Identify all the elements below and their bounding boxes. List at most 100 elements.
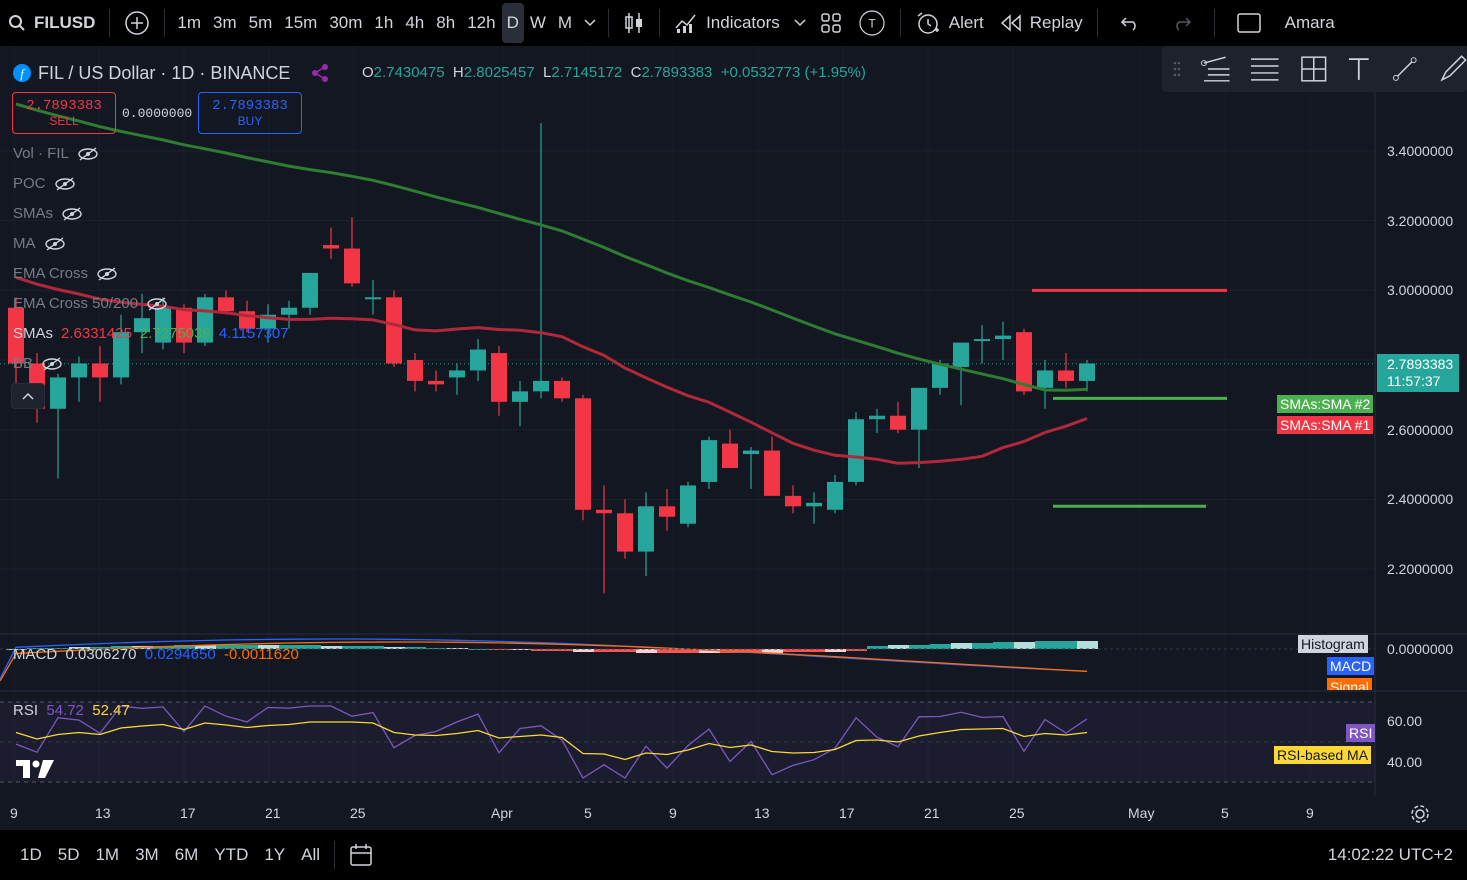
timeframe-12h-button[interactable]: 12h (467, 13, 496, 32)
indicators-dropdown[interactable] (788, 0, 812, 46)
timeframe-m-button[interactable]: M (557, 13, 573, 32)
candle-body (1037, 370, 1053, 388)
range-1m-button[interactable]: 1M (95, 845, 120, 864)
compare-symbol-button[interactable] (116, 0, 158, 46)
indicator-poc[interactable]: POC (13, 175, 76, 192)
timeframe-3m-button[interactable]: 3m (213, 13, 237, 32)
layout-button[interactable] (1221, 0, 1277, 46)
alert-button[interactable]: Alert (907, 0, 992, 46)
drag-handle-icon[interactable] (1172, 59, 1182, 79)
buy-price: 2.7893383 (212, 98, 288, 114)
range-ytd-button[interactable]: YTD (214, 845, 249, 864)
tradingview-logo-icon[interactable] (14, 758, 56, 780)
hidden-eye-icon[interactable] (54, 176, 76, 191)
time-axis-label: 25 (350, 805, 366, 821)
range-1y-button[interactable]: 1Y (264, 845, 286, 864)
hidden-eye-icon[interactable] (41, 356, 63, 371)
time-axis-label: 25 (1009, 805, 1025, 821)
rewind-icon (1000, 14, 1021, 32)
indicator-vol[interactable]: Vol · FIL (13, 145, 99, 162)
candle-body (911, 387, 927, 430)
timeframe-d-button[interactable]: D (501, 3, 524, 43)
candle-body (218, 297, 234, 312)
timeframe-dropdown[interactable] (578, 0, 602, 46)
range-3m-button[interactable]: 3M (135, 845, 159, 864)
lines-tool-icon[interactable] (1200, 55, 1232, 83)
symbol-legend[interactable]: f FIL / US Dollar · 1D · BINANCE (12, 62, 332, 84)
goto-date-button[interactable] (341, 832, 381, 878)
timeframe-1h-button[interactable]: 1h (374, 13, 394, 32)
undo-button[interactable] (1104, 0, 1156, 46)
price-axis-label: 2.2000000 (1387, 561, 1454, 577)
candle-body (743, 450, 759, 455)
hidden-eye-icon[interactable] (146, 296, 168, 311)
clock-display[interactable]: 14:02:22 UTC+2 (1327, 845, 1453, 864)
rsi-axis-60: 60.00 (1387, 713, 1423, 729)
time-axis-label: 9 (1306, 805, 1314, 821)
drawing-toolbar (1162, 46, 1467, 92)
rsi-legend[interactable]: RSI 54.72 52.47 (13, 702, 130, 719)
timeframe-30m-button[interactable]: 30m (329, 13, 363, 32)
user-menu[interactable]: Amara (1277, 0, 1343, 46)
candle-body (155, 307, 171, 343)
indicator-bb[interactable]: BB (13, 355, 63, 372)
timeframe-5m-button[interactable]: 5m (248, 13, 273, 32)
symbol-search-button[interactable]: FILUSD (0, 0, 103, 46)
hidden-eye-icon[interactable] (61, 206, 83, 221)
time-axis-label: Apr (491, 805, 513, 821)
hidden-eye-icon[interactable] (44, 236, 66, 251)
replay-button[interactable]: Replay (992, 0, 1091, 46)
fib-tool-icon[interactable] (1249, 55, 1281, 83)
range-1d-button[interactable]: 1D (20, 845, 42, 864)
indicator-ema-cross[interactable]: EMA Cross (13, 265, 118, 282)
buy-button[interactable]: 2.7893383 BUY (198, 92, 302, 134)
chart-canvas[interactable] (0, 46, 1467, 830)
pencil-tool-icon[interactable] (1438, 54, 1467, 84)
macd-histogram-bar (531, 649, 552, 651)
candle-body (785, 495, 801, 507)
sma2-tag: SMAs:SMA #2 (1277, 395, 1374, 413)
brush-tool-icon[interactable] (1390, 54, 1420, 84)
indicator-smas[interactable]: SMAs 2.6331425 2.7275039 4.1157307 (13, 325, 289, 342)
macd-legend[interactable]: MACD 0.0306270 0.0294650 -0.0011620 (13, 646, 299, 663)
macd-line (0, 638, 1088, 680)
range-5d-button[interactable]: 5D (57, 845, 80, 864)
chart-type-button[interactable] (615, 0, 653, 46)
indicator-smas-hidden[interactable]: SMAs (13, 205, 83, 222)
macd-histogram-bar (216, 645, 237, 649)
macd-histogram-bar (1035, 641, 1056, 649)
collapse-legend-button[interactable] (11, 383, 45, 409)
rsi-label: RSI (13, 702, 39, 719)
sma2-value: 2.7275039 (139, 325, 211, 342)
time-axis-label: 5 (1221, 805, 1229, 821)
text-tool-icon[interactable] (1346, 55, 1372, 83)
range-6m-button[interactable]: 6M (174, 845, 199, 864)
timeframe-15m-button[interactable]: 15m (284, 13, 318, 32)
macd-histogram-bar (90, 647, 111, 649)
chart-svg[interactable] (0, 46, 1467, 830)
indicators-button[interactable]: Indicators (666, 0, 788, 46)
indicator-ma[interactable]: MA (13, 235, 66, 252)
timeframe-w-button[interactable]: W (529, 13, 546, 32)
hidden-eye-icon[interactable] (77, 146, 99, 161)
tradingview-button[interactable]: T (850, 0, 894, 46)
share-icon[interactable] (310, 62, 332, 84)
measure-tool-icon[interactable] (1299, 54, 1329, 84)
time-axis-label: 5 (584, 805, 592, 821)
indicator-label: SMAs (13, 205, 54, 222)
bar-countdown: 11:57:37 (1387, 373, 1441, 389)
templates-button[interactable] (812, 0, 850, 46)
redo-button[interactable] (1156, 0, 1208, 46)
sma3-value: 4.1157307 (218, 325, 289, 342)
hidden-eye-icon[interactable] (96, 266, 118, 281)
timeframe-8h-button[interactable]: 8h (436, 13, 456, 32)
timeframe-4h-button[interactable]: 4h (405, 13, 425, 32)
sell-button[interactable]: 2.7893383 SELL (12, 92, 116, 134)
indicator-ema-cross-50-200[interactable]: EMA Cross 50/200 (13, 295, 168, 312)
price-axis-label: 3.4000000 (1387, 143, 1454, 159)
range-all-button[interactable]: All (301, 845, 321, 864)
settings-gear-icon[interactable] (1409, 803, 1431, 825)
timeframe-1m-button[interactable]: 1m (177, 13, 202, 32)
rsi-line (15, 705, 1088, 779)
macd-histogram-bar (237, 645, 258, 649)
